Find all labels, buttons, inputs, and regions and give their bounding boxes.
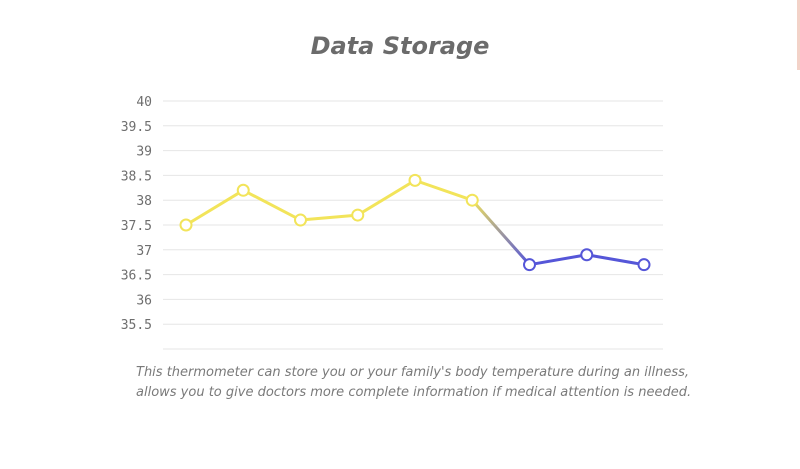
data-point [408, 173, 422, 187]
data-point [294, 213, 307, 227]
grid-layer [163, 100, 663, 350]
data-point [351, 208, 365, 222]
series-points [179, 173, 651, 272]
y-tick-label: 35.5 [121, 318, 152, 333]
y-tick-label: 36.5 [121, 269, 152, 284]
y-tick-label: 40 [136, 95, 152, 110]
series-segment [470, 198, 531, 267]
chart-title: Data Storage [310, 32, 490, 60]
series-segment [184, 188, 245, 227]
y-tick-label: 38 [136, 194, 152, 209]
y-tick-label: 39.5 [121, 120, 152, 135]
series-segment [585, 253, 646, 267]
series-segment [241, 188, 302, 222]
series-segment [413, 178, 474, 202]
caption-line-2: allows you to give doctors more complete… [136, 385, 692, 400]
data-point [637, 258, 651, 272]
caption-line-1: This thermometer can store you or your f… [136, 365, 690, 380]
data-point [465, 193, 479, 207]
y-tick-label: 39 [136, 145, 152, 160]
data-point [179, 218, 193, 232]
chart-caption: This thermometer can store you or your f… [136, 363, 716, 403]
series-segment [299, 213, 360, 222]
data-point [580, 248, 594, 262]
data-point [236, 183, 250, 197]
data-point [523, 258, 536, 272]
series-line [184, 178, 646, 267]
y-tick-label: 36 [136, 293, 152, 308]
y-tick-label: 37.5 [121, 219, 152, 234]
series-segment [528, 253, 589, 267]
y-tick-label: 37 [136, 244, 152, 259]
edge-accent [797, 0, 800, 70]
y-tick-label: 38.5 [121, 169, 152, 184]
y-axis-ticks: 40 39.5 39 38.5 38 37.5 37 36.5 36 35.5 [121, 95, 152, 333]
series-segment [356, 178, 417, 217]
